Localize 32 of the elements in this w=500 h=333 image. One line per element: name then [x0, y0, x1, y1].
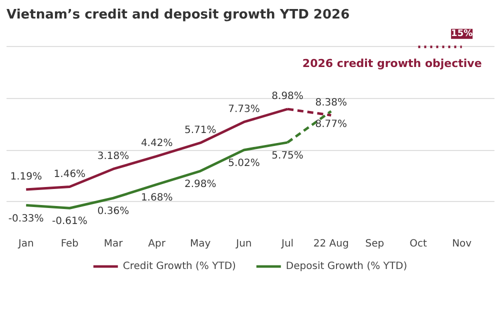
- data-label: 8.38%: [315, 97, 348, 108]
- annotation: 2026 credit growth objective: [302, 57, 482, 70]
- x-tick-label: Sep: [365, 238, 384, 250]
- x-tick-label: Apr: [148, 238, 166, 250]
- data-label: 1.68%: [140, 192, 173, 204]
- x-tick-label: Oct: [410, 238, 427, 250]
- x-tick-label: 22 Aug: [313, 238, 349, 250]
- x-tick-label: Jul: [280, 238, 294, 250]
- data-label: 5.75%: [272, 150, 304, 162]
- data-label: 2.98%: [184, 179, 216, 190]
- data-label: -0.61%: [52, 216, 88, 228]
- data-label: 8.77%: [315, 119, 348, 130]
- data-label: 7.73%: [228, 104, 260, 115]
- legend-label: Deposit Growth (% YTD): [286, 260, 408, 272]
- chart-title: Vietnam’s credit and deposit growth YTD 2026: [6, 8, 350, 22]
- x-tick-label: Mar: [104, 238, 124, 250]
- data-label: 1.19%: [10, 172, 42, 183]
- data-label: -0.33%: [8, 213, 44, 224]
- x-tick-label: May: [190, 238, 211, 250]
- data-label: 5.71%: [184, 124, 216, 136]
- x-tick-label: Jun: [235, 238, 252, 250]
- x-tick-label: Jan: [17, 238, 34, 250]
- data-label: 15%: [451, 28, 473, 39]
- data-label: 5.02%: [228, 158, 260, 169]
- data-label: 3.18%: [97, 150, 130, 162]
- data-label: 8.98%: [272, 91, 304, 102]
- data-label: 1.46%: [54, 168, 86, 180]
- legend-label: Credit Growth (% YTD): [122, 260, 236, 272]
- data-label: 0.36%: [97, 206, 130, 218]
- x-tick-label: Nov: [452, 238, 472, 250]
- x-tick-label: Feb: [60, 238, 79, 250]
- data-label: 4.42%: [140, 138, 173, 150]
